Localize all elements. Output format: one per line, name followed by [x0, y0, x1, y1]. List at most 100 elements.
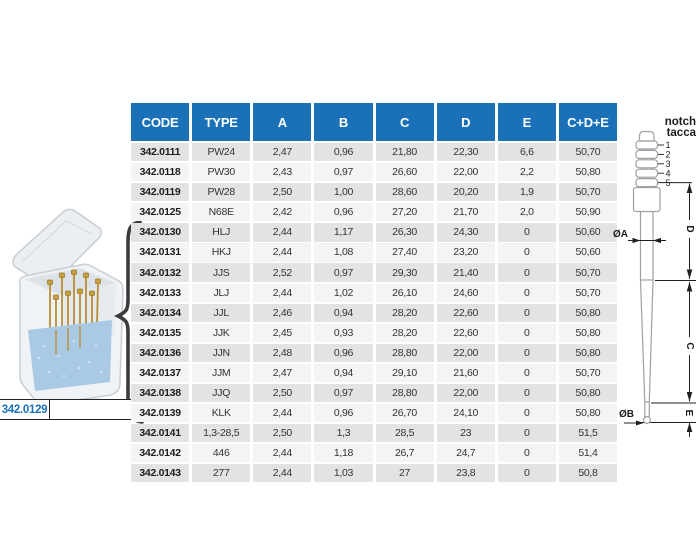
table-cell: 21,40 — [436, 263, 495, 282]
table-cell: 27,40 — [375, 243, 434, 262]
table-cell: 28,20 — [375, 303, 434, 322]
table-cell: HKJ — [192, 243, 251, 262]
dim-c: C — [683, 282, 696, 402]
table-cell: 0 — [497, 243, 556, 262]
table-cell: 0,97 — [314, 263, 373, 282]
table-cell: 50,80 — [558, 343, 617, 362]
table-cell: 22,00 — [436, 163, 495, 182]
col-header-d: D — [436, 103, 495, 141]
table-cell: 0 — [497, 464, 556, 483]
table-header: CODE TYPE A B C D E C+D+E — [131, 103, 617, 141]
table-cell: 1,00 — [314, 183, 373, 202]
kit-code-label: 342.0129 — [0, 399, 148, 420]
table-cell: 1,3-28,5 — [192, 424, 251, 443]
dim-b-label: ØB — [619, 409, 634, 420]
table-row: 342.0141 1,3-28,5 2,50 1,3 28,5 23 0 51,… — [131, 424, 617, 443]
table-cell: 50,80 — [558, 163, 617, 182]
table-cell: 0,97 — [314, 383, 373, 403]
table-cell: 22,30 — [436, 143, 495, 162]
table-cell: 2,44 — [253, 283, 312, 302]
table-cell: 0 — [497, 283, 556, 302]
table-cell: 22,60 — [436, 323, 495, 342]
table-cell: 22,00 — [436, 383, 495, 403]
needle-outline — [632, 130, 661, 418]
table-cell: 24,10 — [436, 404, 495, 423]
col-header-cde: C+D+E — [558, 103, 617, 141]
table-cell: 0 — [497, 223, 556, 242]
table-cell: 2,47 — [253, 363, 312, 383]
table-cell: 21,70 — [436, 203, 495, 222]
table-cell: 21,80 — [375, 143, 434, 162]
table-cell: 0 — [497, 343, 556, 362]
dim-a-label: ØA — [613, 229, 628, 240]
table-cell: 50,60 — [558, 223, 617, 242]
spec-table: CODE TYPE A B C D E C+D+E 342.0111 PW24 … — [131, 103, 617, 484]
table-cell: 28,5 — [375, 424, 434, 443]
table-cell: 342.0111 — [131, 143, 190, 162]
table-cell: 0 — [497, 444, 556, 463]
dim-a: ØA — [613, 229, 666, 244]
table-cell: 26,7 — [375, 444, 434, 463]
table-cell: 27 — [375, 464, 434, 483]
table-cell: 342.0131 — [131, 243, 190, 262]
table-cell: 1,9 — [497, 183, 556, 202]
table-cell: 28,80 — [375, 383, 434, 403]
col-header-code: CODE — [131, 103, 190, 141]
table-cell: 342.0132 — [131, 263, 190, 282]
table-cell: HLJ — [192, 223, 251, 242]
table-cell: 0,96 — [314, 404, 373, 423]
table-row: 342.0134 JJL 2,46 0,94 28,20 22,60 0 50,… — [131, 303, 617, 322]
table-cell: 342.0125 — [131, 203, 190, 222]
table-cell: 2,0 — [497, 203, 556, 222]
table-cell: 2,50 — [253, 424, 312, 443]
table-cell: JJN — [192, 343, 251, 362]
notch-number-5: 5 — [666, 178, 671, 188]
brass-needles — [47, 269, 101, 348]
table-cell: 0 — [497, 263, 556, 282]
table-row: 342.0118 PW30 2,43 0,97 26,60 22,00 2,2 … — [131, 163, 617, 182]
table-cell: 23 — [436, 424, 495, 443]
table-cell: 342.0139 — [131, 404, 190, 423]
table-cell: 50,70 — [558, 363, 617, 383]
table-cell: 342.0119 — [131, 183, 190, 202]
table-cell: JLJ — [192, 283, 251, 302]
table-cell: 342.0118 — [131, 163, 190, 182]
table-cell: 2,43 — [253, 163, 312, 182]
table-cell: 2,44 — [253, 243, 312, 262]
table-cell: 0,94 — [314, 363, 373, 383]
table-cell: 50,70 — [558, 143, 617, 162]
table-cell: 50,90 — [558, 203, 617, 222]
table-cell: 50,80 — [558, 404, 617, 423]
table-cell: 50,70 — [558, 283, 617, 302]
table-cell: 0,97 — [314, 163, 373, 182]
table-cell: 2,44 — [253, 444, 312, 463]
table-cell: 2,52 — [253, 263, 312, 282]
table-row: 342.0111 PW24 2,47 0,96 21,80 22,30 6,6 … — [131, 143, 617, 162]
table-cell: 50,8 — [558, 464, 617, 483]
table-cell: 20,20 — [436, 183, 495, 202]
table-cell: 0 — [497, 363, 556, 383]
table-body: 342.0111 PW24 2,47 0,96 21,80 22,30 6,6 … — [131, 143, 617, 483]
col-header-c: C — [375, 103, 434, 141]
table-cell: 342.0142 — [131, 444, 190, 463]
dim-e: E — [683, 410, 694, 437]
table-cell: 2,45 — [253, 323, 312, 342]
table-cell: 24,60 — [436, 283, 495, 302]
table-cell: 2,42 — [253, 203, 312, 222]
col-header-a: A — [253, 103, 312, 141]
needle-tip — [642, 416, 651, 425]
table-cell: JJK — [192, 323, 251, 342]
dim-c-label: C — [684, 342, 695, 349]
table-cell: N68E — [192, 203, 251, 222]
table-cell: 26,30 — [375, 223, 434, 242]
table-row: 342.0133 JLJ 2,44 1,02 26,10 24,60 0 50,… — [131, 283, 617, 302]
table-cell: 0,96 — [314, 343, 373, 362]
table-row: 342.0142 446 2,44 1,18 26,7 24,7 0 51,4 — [131, 444, 617, 463]
table-cell: 0 — [497, 424, 556, 443]
table-cell: 0,93 — [314, 323, 373, 342]
table-cell: 50,80 — [558, 383, 617, 403]
table-cell: 2,48 — [253, 343, 312, 362]
table-cell: 27,20 — [375, 203, 434, 222]
table-row: 342.0125 N68E 2,42 0,96 27,20 21,70 2,0 … — [131, 203, 617, 222]
table-cell: 29,30 — [375, 263, 434, 282]
